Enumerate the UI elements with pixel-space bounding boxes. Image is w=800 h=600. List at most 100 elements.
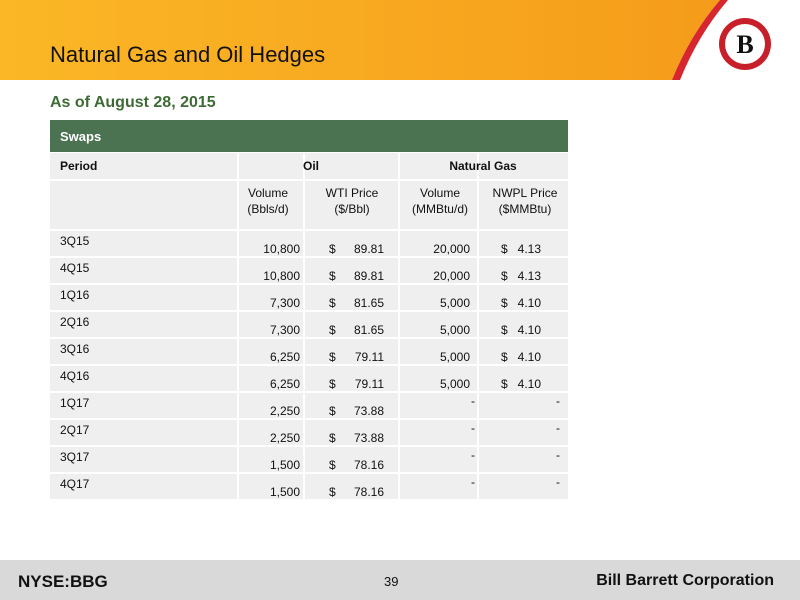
cell-bg	[305, 285, 398, 310]
group-label: Oil	[302, 159, 319, 173]
cell-bg	[305, 312, 398, 337]
cell-value: 20,000	[433, 269, 470, 283]
cell-value: $	[501, 323, 508, 337]
cell-bg	[305, 447, 398, 472]
cell-bg	[239, 393, 303, 418]
cell-bg	[239, 366, 303, 391]
cell-bg	[50, 366, 237, 391]
cell-value: 89.81	[353, 242, 384, 256]
cell-value: 2,250	[269, 431, 300, 445]
cell-value: 7,300	[269, 296, 300, 310]
cell-bg	[479, 312, 568, 337]
cell-bg	[305, 366, 398, 391]
period: 2Q17	[60, 423, 90, 437]
cell-bg	[50, 393, 237, 418]
cell-value: 5,000	[439, 377, 470, 391]
cell-value: 10,800	[263, 242, 300, 256]
cell-value: -	[471, 448, 475, 462]
column-header: WTI Price	[325, 186, 379, 200]
cell-bg	[305, 181, 398, 229]
cell-bg	[305, 153, 398, 179]
cell-bg	[239, 339, 303, 364]
cell-bg	[50, 312, 237, 337]
cell-value: 4.10	[517, 350, 541, 364]
ticker: NYSE:BBG	[18, 572, 108, 591]
cell-bg	[239, 285, 303, 310]
cell-bg	[305, 339, 398, 364]
cell-value: $	[329, 242, 336, 256]
period: 4Q17	[60, 477, 90, 491]
cell-bg	[479, 181, 568, 229]
cell-value: -	[471, 475, 475, 489]
cell-value: 1,500	[269, 485, 300, 499]
cell-value: 78.16	[353, 458, 384, 472]
cell-value: 7,300	[269, 323, 300, 337]
footer	[0, 560, 800, 600]
cell-value: $	[329, 377, 336, 391]
cell-value: 4.10	[517, 296, 541, 310]
cell-bg	[479, 153, 568, 179]
column-header: NWPL Price	[492, 186, 558, 200]
cell-value: -	[556, 394, 560, 408]
cell-bg	[479, 474, 568, 499]
cell-value: -	[556, 421, 560, 435]
cell-bg	[239, 312, 303, 337]
cell-bg	[50, 474, 237, 499]
period: 1Q16	[60, 288, 90, 302]
cell-value: 6,250	[269, 350, 300, 364]
company: Bill Barrett Corporation	[596, 572, 774, 589]
period: 3Q16	[60, 342, 90, 356]
cell-value: $	[329, 350, 336, 364]
section-header	[50, 120, 568, 152]
cell-value: $	[329, 485, 336, 499]
cell-value: 5,000	[439, 323, 470, 337]
column-header: ($MMBtu)	[498, 202, 552, 216]
cell-value: $	[501, 350, 508, 364]
cell-value: 73.88	[353, 404, 384, 418]
column-header: Volume	[247, 186, 289, 200]
cell-bg	[479, 393, 568, 418]
column-header: Volume	[419, 186, 461, 200]
cell-bg	[479, 366, 568, 391]
cell-bg	[239, 447, 303, 472]
cell-value: 4.13	[517, 242, 541, 256]
period: 3Q17	[60, 450, 90, 464]
cell-value: 4.13	[517, 269, 541, 283]
cell-value: 5,000	[439, 296, 470, 310]
cell-bg	[400, 393, 477, 418]
cell-bg	[479, 447, 568, 472]
cell-bg	[400, 285, 477, 310]
cell-bg	[239, 474, 303, 499]
cell-bg	[50, 153, 237, 179]
cell-value: 6,250	[269, 377, 300, 391]
cell-bg	[400, 420, 477, 445]
page-number: 39	[384, 574, 399, 589]
column-header: (MMBtu/d)	[411, 202, 468, 216]
header-band: B	[0, 0, 771, 80]
cell-value: 79.11	[354, 350, 384, 364]
period: 1Q17	[60, 396, 90, 410]
cell-value: $	[501, 377, 508, 391]
cell-bg	[400, 258, 477, 283]
cell-bg	[50, 231, 237, 256]
cell-bg	[305, 474, 398, 499]
cell-value: 2,250	[269, 404, 300, 418]
cell-value: $	[329, 431, 336, 445]
group-label: Natural Gas	[449, 159, 517, 173]
cell-value: 4.10	[517, 377, 541, 391]
cell-bg	[50, 258, 237, 283]
cell-bg	[479, 231, 568, 256]
cell-bg	[50, 420, 237, 445]
cell-value: $	[329, 323, 336, 337]
period: 4Q15	[60, 261, 90, 275]
cell-value: $	[501, 269, 508, 283]
cell-bg	[50, 339, 237, 364]
cell-bg	[400, 339, 477, 364]
cell-value: -	[471, 421, 475, 435]
cell-bg	[400, 447, 477, 472]
cell-value: 78.16	[353, 485, 384, 499]
cell-value: 4.10	[517, 323, 541, 337]
cell-value: -	[556, 475, 560, 489]
cell-bg	[400, 312, 477, 337]
